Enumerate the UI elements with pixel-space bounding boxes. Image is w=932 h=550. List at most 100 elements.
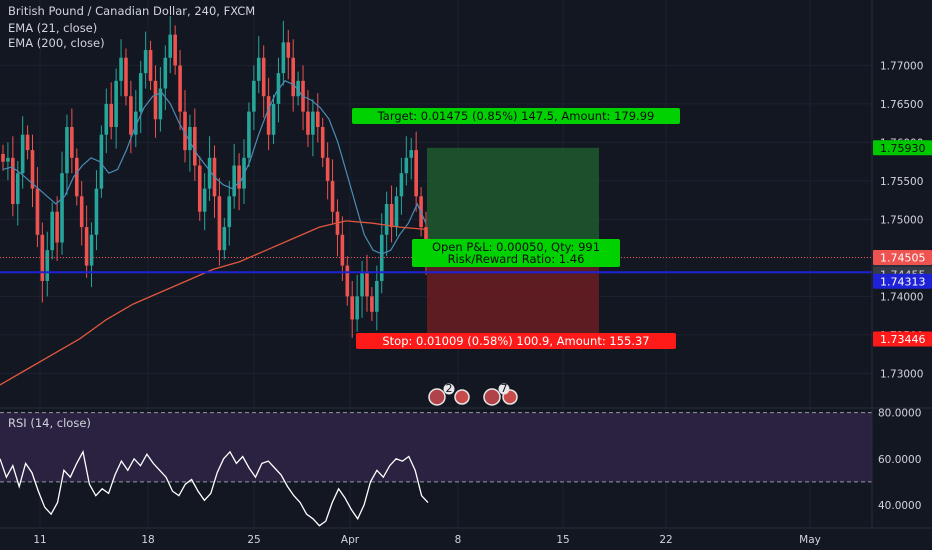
- stop-label-box: [356, 333, 676, 349]
- candle-body-7: [35, 188, 40, 235]
- rsi-band: [0, 412, 872, 482]
- candle-body-80: [394, 196, 399, 228]
- price-tick-3: 1.75500: [880, 176, 923, 188]
- candle-body-27: [134, 111, 138, 135]
- candle-body-44: [217, 196, 222, 251]
- price-tick-0: 1.77000: [880, 60, 923, 72]
- event-flag-icon-1: [483, 388, 501, 406]
- ema200-label: EMA (200, close): [8, 36, 105, 50]
- candle-body-29: [143, 50, 148, 74]
- candle-body-14: [70, 127, 74, 158]
- candle-body-30: [148, 50, 153, 81]
- candle-body-5: [25, 134, 30, 151]
- price-tag-0: [873, 140, 932, 156]
- candle-body-10: [50, 211, 54, 251]
- event-badge-1: [498, 383, 510, 395]
- event-flag-icon-b-0: [454, 389, 470, 405]
- price-tag-1: [873, 250, 932, 266]
- rsi-legend[interactable]: RSI (14, close): [8, 416, 91, 430]
- rsi-label: RSI (14, close): [8, 416, 91, 430]
- event-badge-count-1: 7: [501, 382, 508, 395]
- candle-body-6: [30, 150, 35, 189]
- candle-body-36: [178, 65, 182, 112]
- pnl-label-box: [412, 239, 620, 267]
- candle-body-1: [6, 157, 10, 162]
- time-tick-6: 22: [659, 534, 672, 546]
- ema200-legend[interactable]: EMA (200, close): [8, 36, 105, 50]
- candle-body-51: [252, 80, 256, 112]
- candle-body-18: [89, 234, 94, 266]
- candle-body-25: [124, 57, 128, 97]
- candle-body-31: [153, 80, 158, 120]
- rr-label: Risk/Reward Ratio: 1.46: [448, 252, 585, 266]
- candle-body-58: [286, 42, 291, 58]
- candle-body-20: [99, 134, 104, 189]
- candle-body-41: [202, 188, 207, 212]
- ema21-line: [2, 80, 427, 255]
- candle-body-33: [163, 57, 168, 89]
- candle-body-63: [311, 111, 315, 135]
- candle-body-17: [84, 227, 89, 266]
- candle-body-50: [247, 111, 251, 158]
- rsi-tick-2: 40.0000: [878, 500, 921, 512]
- time-tick-0: 11: [33, 534, 46, 546]
- rsi-pane: [0, 407, 932, 527]
- candle-body-47: [232, 165, 236, 197]
- candle-body-2: [11, 157, 15, 204]
- price-tick-1: 1.76500: [880, 99, 923, 111]
- candle-body-70: [345, 265, 350, 297]
- target-label: Target: 0.01475 (0.85%) 147.5, Amount: 1…: [377, 109, 655, 123]
- candle-body-19: [94, 188, 99, 235]
- position-labels[interactable]: Target: 0.01475 (0.85%) 147.5, Amount: 1…: [352, 108, 680, 349]
- candle-body-64: [315, 111, 320, 128]
- symbol-legend[interactable]: British Pound / Canadian Dollar, 240, FX…: [8, 4, 255, 18]
- candle-body-78: [384, 204, 389, 235]
- ema200-line: [0, 220, 427, 386]
- candle-body-37: [183, 111, 187, 151]
- price-tag-label-5: 1.73446: [880, 333, 926, 346]
- candle-body-79: [389, 204, 394, 228]
- ema21-label: EMA (21, close): [8, 21, 98, 35]
- candle-body-16: [79, 196, 84, 228]
- event-badge-0: [443, 383, 455, 395]
- candle-body-69: [340, 234, 345, 266]
- candle-body-39: [193, 127, 197, 166]
- price-tag-5: [873, 331, 932, 347]
- candle-body-12: [60, 173, 64, 243]
- time-tick-4: 8: [455, 534, 462, 546]
- candle-body-24: [119, 57, 123, 81]
- candle-body-21: [104, 103, 109, 135]
- candle-body-46: [227, 196, 232, 228]
- candle-body-26: [129, 96, 133, 135]
- candle-body-53: [261, 57, 266, 97]
- time-tick-7: May: [799, 534, 821, 546]
- rsi-line: [0, 449, 429, 527]
- candle-body-66: [325, 157, 330, 181]
- price-lines: [0, 257, 872, 274]
- candle-body-82: [404, 157, 409, 174]
- candle-body-67: [330, 180, 335, 212]
- price-tick-6: 1.74000: [880, 291, 923, 303]
- candle-body-57: [281, 42, 286, 74]
- candle-body-72: [355, 296, 359, 320]
- time-tick-1: 18: [141, 534, 154, 546]
- event-badge-count-0: 2: [446, 382, 453, 395]
- candle-body-55: [271, 103, 276, 135]
- candle-body-28: [138, 73, 143, 112]
- candle-body-75: [370, 296, 374, 312]
- candle-body-35: [173, 34, 177, 66]
- time-tick-2: 25: [247, 534, 260, 546]
- candle-body-13: [65, 127, 69, 174]
- candle-body-71: [350, 296, 355, 320]
- candle-body-81: [399, 173, 404, 197]
- price-tick-4: 1.75000: [880, 214, 923, 226]
- price-tag-4: [873, 273, 932, 289]
- candle-body-11: [55, 211, 59, 243]
- candle-body-9: [45, 250, 50, 281]
- candle-body-76: [375, 280, 379, 312]
- candle-body-59: [291, 57, 295, 97]
- ema21-legend[interactable]: EMA (21, close): [8, 21, 97, 35]
